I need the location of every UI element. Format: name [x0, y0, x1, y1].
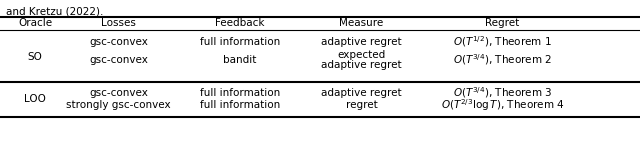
Text: bandit: bandit: [223, 55, 257, 65]
Text: adaptive regret: adaptive regret: [321, 60, 402, 70]
Text: Oracle: Oracle: [18, 18, 52, 28]
Text: Regret: Regret: [485, 18, 520, 28]
Text: full information: full information: [200, 88, 280, 98]
Text: Feedback: Feedback: [215, 18, 265, 28]
Text: $O(T^{3/4})$, Theorem 2: $O(T^{3/4})$, Theorem 2: [453, 53, 552, 67]
Text: gsc-convex: gsc-convex: [89, 55, 148, 65]
Text: gsc-convex: gsc-convex: [89, 88, 148, 98]
Text: adaptive regret: adaptive regret: [321, 88, 402, 98]
Text: full information: full information: [200, 100, 280, 110]
Text: adaptive regret: adaptive regret: [321, 37, 402, 47]
Text: $O(T^{1/2})$, Theorem 1: $O(T^{1/2})$, Theorem 1: [453, 35, 552, 49]
Text: SO: SO: [28, 52, 43, 62]
Text: LOO: LOO: [24, 94, 46, 104]
Text: $O(T^{2/3} \log T)$, Theorem 4: $O(T^{2/3} \log T)$, Theorem 4: [440, 97, 564, 113]
Text: regret: regret: [346, 100, 378, 110]
Text: $O(T^{3/4})$, Theorem 3: $O(T^{3/4})$, Theorem 3: [452, 86, 552, 100]
Text: and Kretzu (2022).: and Kretzu (2022).: [6, 6, 104, 16]
Text: Measure: Measure: [339, 18, 384, 28]
Text: expected: expected: [337, 50, 386, 60]
Text: full information: full information: [200, 37, 280, 47]
Text: Losses: Losses: [101, 18, 136, 28]
Text: gsc-convex: gsc-convex: [89, 37, 148, 47]
Text: strongly gsc-convex: strongly gsc-convex: [66, 100, 171, 110]
